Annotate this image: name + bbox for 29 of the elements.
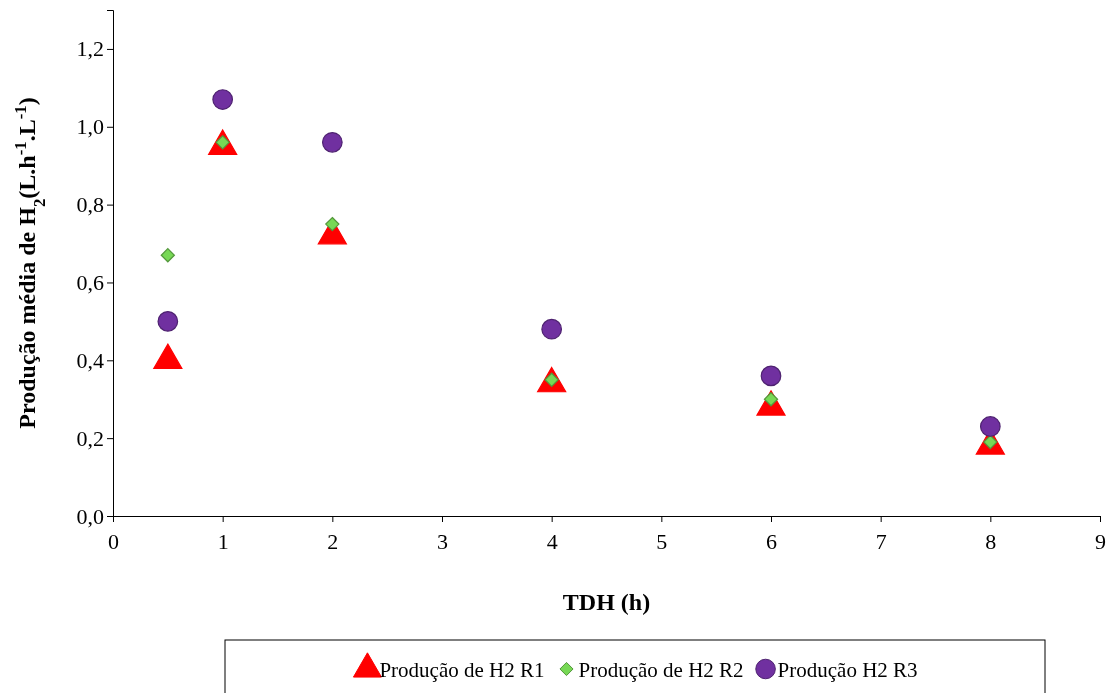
x-tick-label: 1 [217,529,229,555]
x-tick-label: 5 [656,529,668,555]
x-tick-label: 4 [546,529,558,555]
x-tick-label: 0 [108,529,119,555]
x-tick-label: 8 [985,529,997,555]
y-tick-label: 0,0 [76,503,104,529]
x-tick-label: 9 [1095,529,1106,555]
legend-label: Produção de H2 R2 [578,658,744,682]
point [212,89,234,110]
x-axis-title: TDH (h) [562,589,651,615]
y-tick-label: 0,2 [76,425,104,451]
point [321,131,343,153]
point [325,216,340,232]
legend-label: Produção H2 R3 [777,658,918,682]
y-tick-label: 0,8 [76,192,104,218]
y-tick-label: 1,0 [76,114,104,140]
x-tick-label: 3 [437,529,448,555]
point [157,311,179,332]
point [541,318,563,340]
x-tick-label: 2 [327,529,339,555]
point [760,365,782,387]
point [160,248,175,263]
y-tick-label: 1,2 [76,36,104,62]
point [979,416,1001,437]
x-tick-label: 7 [875,529,887,555]
x-tick-label: 6 [766,529,777,555]
y-tick-label: 0,6 [76,270,104,295]
y-tick-label: 0,4 [76,347,104,373]
legend-label: Produção de H2 R1 [379,658,545,682]
